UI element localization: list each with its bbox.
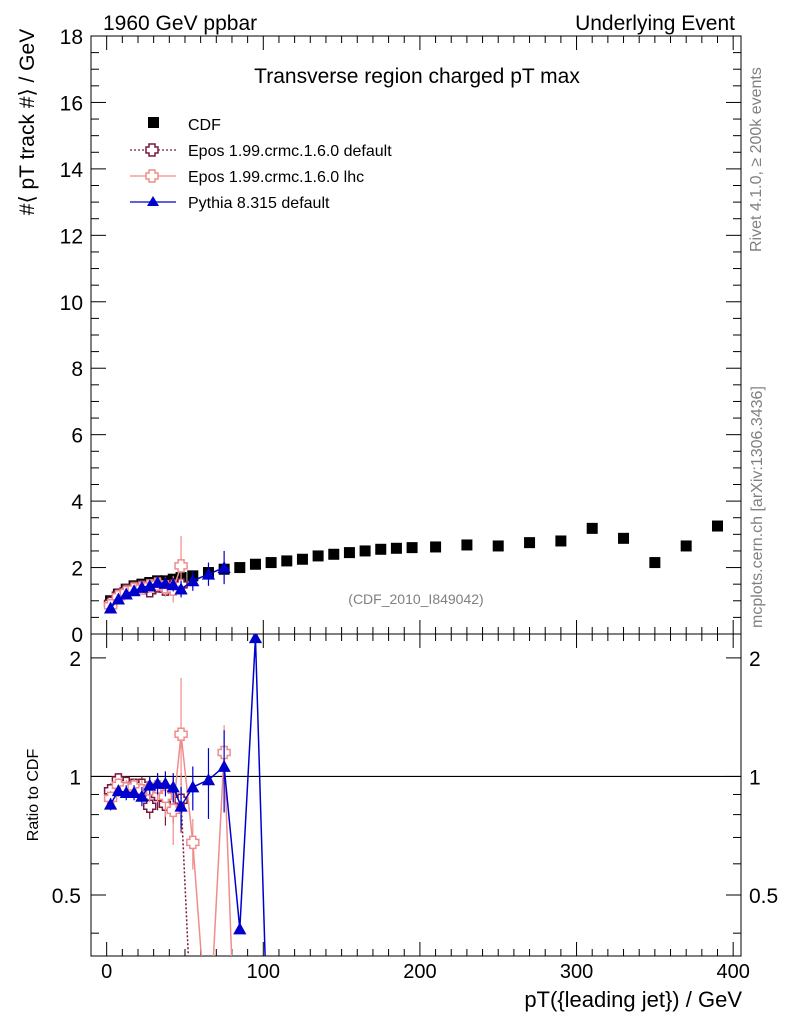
main-point-cdf xyxy=(406,542,418,554)
ratio-y-tick-label: 2 xyxy=(69,648,81,671)
legend: CDF Epos 1.99.crmc.1.6.0 default Epos 1.… xyxy=(130,117,392,212)
x-axis-label: pT({leading jet}) / GeV xyxy=(524,987,742,1012)
title-text: Transverse region charged pT max xyxy=(254,65,580,88)
main-point-cdf xyxy=(618,532,630,544)
main-point-cdf xyxy=(375,543,387,555)
main-y-tick-label: 8 xyxy=(71,358,83,381)
ratio-point-pythia-8-315-default xyxy=(166,780,180,793)
main-point-cdf xyxy=(712,520,724,532)
main-point-cdf xyxy=(555,535,567,547)
main-point-cdf xyxy=(359,545,371,557)
main-point-pythia-8-315-default xyxy=(150,575,165,588)
ratio-point-pythia-8-315-default xyxy=(217,759,231,772)
main-point-cdf xyxy=(461,539,473,551)
ratio-point-pythia-8-315-default xyxy=(201,773,216,786)
main-point-cdf xyxy=(390,542,402,554)
ratio-y-axis-label: Ratio to CDF xyxy=(25,749,42,842)
header-process: Underlying Event xyxy=(575,12,735,35)
ratio-series-group xyxy=(103,634,266,956)
main-y-axis-label: #⟨ pT track #⟩ / GeV xyxy=(16,29,39,215)
x-tick-label: 200 xyxy=(403,961,436,983)
main-point-cdf xyxy=(312,550,324,562)
rivet-version-label: Rivet 4.1.0, ≥ 200k events xyxy=(748,67,765,252)
main-y-tick-label: 4 xyxy=(71,491,83,514)
main-point-pythia-8-315-default xyxy=(201,567,216,580)
ratio-point-pythia-8-315-default xyxy=(174,799,188,812)
main-y-tick-label: 2 xyxy=(71,558,83,581)
ratio-plot-frame xyxy=(90,633,742,957)
legend-cdf-marker xyxy=(148,117,159,128)
main-point-cdf xyxy=(234,562,246,574)
legend-cdf-label: CDF xyxy=(188,117,221,134)
ratio-series-line-pythia-8-315-default xyxy=(109,637,266,956)
main-point-cdf xyxy=(430,541,442,553)
main-point-cdf xyxy=(524,537,536,549)
x-tick-label: 0 xyxy=(101,961,112,983)
main-point-cdf xyxy=(680,540,692,552)
ratio-point-pythia-8-315-default xyxy=(158,776,172,789)
main-point-cdf xyxy=(649,557,661,569)
x-tick-label: 300 xyxy=(560,961,593,983)
ratio-y-tick-label-right: 2 xyxy=(749,648,761,671)
main-data-marks xyxy=(103,520,724,614)
main-point-cdf xyxy=(492,540,504,552)
ratio-point-pythia-8-315-default xyxy=(233,922,247,935)
analysis-id-label: (CDF_2010_I849042) xyxy=(348,591,483,607)
ratio-point-epos-1-99-crmc-1-6-0-lhc xyxy=(166,803,180,818)
main-point-cdf xyxy=(296,553,308,565)
main-point-pythia-8-315-default xyxy=(217,560,231,573)
ratio-point-pythia-8-315-default xyxy=(135,789,149,802)
ratio-y-tick-label: 1 xyxy=(69,766,81,789)
ratio-axis-ticks: 0.5 0.5 1 1 2 2 xyxy=(52,648,778,934)
legend-pythia-label: Pythia 8.315 default xyxy=(188,195,330,212)
legend-epos-lhc-marker xyxy=(145,169,159,183)
legend-epos-default-label: Epos 1.99.crmc.1.6.0 default xyxy=(188,143,392,160)
main-point-pythia-8-315-default xyxy=(103,601,118,614)
main-point-cdf xyxy=(281,555,293,567)
main-point-pythia-8-315-default xyxy=(143,579,157,592)
ratio-point-epos-1-99-crmc-1-6-0-lhc xyxy=(186,835,200,850)
legend-epos-default-marker xyxy=(145,143,159,157)
x-tick-label: 100 xyxy=(247,961,280,983)
main-point-pythia-8-315-default xyxy=(166,578,180,591)
ratio-point-pythia-8-315-default xyxy=(103,797,118,810)
mcplots-reference-label: mcplots.cern.ch [arXiv:1306.3436] xyxy=(749,386,766,628)
main-point-cdf xyxy=(328,548,340,560)
header-energy: 1960 GeV ppbar xyxy=(103,12,257,35)
main-point-pythia-8-315-default xyxy=(119,587,133,600)
ratio-point-epos-1-99-crmc-1-6-0-default xyxy=(142,799,157,814)
ratio-point-pythia-8-315-default xyxy=(127,785,141,798)
main-point-pythia-8-315-default xyxy=(158,576,172,589)
main-point-pythia-8-315-default xyxy=(186,574,200,587)
main-point-pythia-8-315-default xyxy=(174,582,188,595)
legend-epos-lhc-label: Epos 1.99.crmc.1.6.0 lhc xyxy=(188,169,364,186)
main-y-tick-label: 0 xyxy=(71,624,83,647)
ratio-point-pythia-8-315-default xyxy=(186,780,200,793)
main-point-cdf xyxy=(249,558,261,570)
ratio-point-epos-1-99-crmc-1-6-0-lhc xyxy=(174,727,188,741)
x-tick-label: 400 xyxy=(716,961,749,983)
main-y-tick-label: 14 xyxy=(60,159,84,182)
main-point-cdf xyxy=(586,522,598,534)
main-y-tick-label: 6 xyxy=(71,425,83,448)
ratio-point-pythia-8-315-default xyxy=(111,784,126,797)
ratio-data-marks xyxy=(103,634,266,956)
main-y-tick-label: 16 xyxy=(60,92,83,115)
main-point-pythia-8-315-default xyxy=(127,584,141,597)
ratio-y-tick-label-right: 0.5 xyxy=(749,885,778,908)
ratio-y-tick-label-right: 1 xyxy=(749,766,761,789)
ratio-point-pythia-8-315-default xyxy=(248,634,263,644)
ratio-y-tick-label: 0.5 xyxy=(52,885,81,908)
main-y-tick-label: 18 xyxy=(60,26,83,49)
main-point-cdf xyxy=(265,557,277,569)
main-point-epos-1-99-crmc-1-6-0-lhc xyxy=(174,559,188,573)
legend-pythia-marker xyxy=(147,196,159,206)
main-point-pythia-8-315-default xyxy=(111,592,126,605)
main-y-tick-label: 10 xyxy=(60,292,83,315)
main-y-tick-label: 12 xyxy=(60,225,83,248)
main-plot-title: Transverse region charged pT max xyxy=(254,65,580,88)
main-point-cdf xyxy=(343,547,355,559)
